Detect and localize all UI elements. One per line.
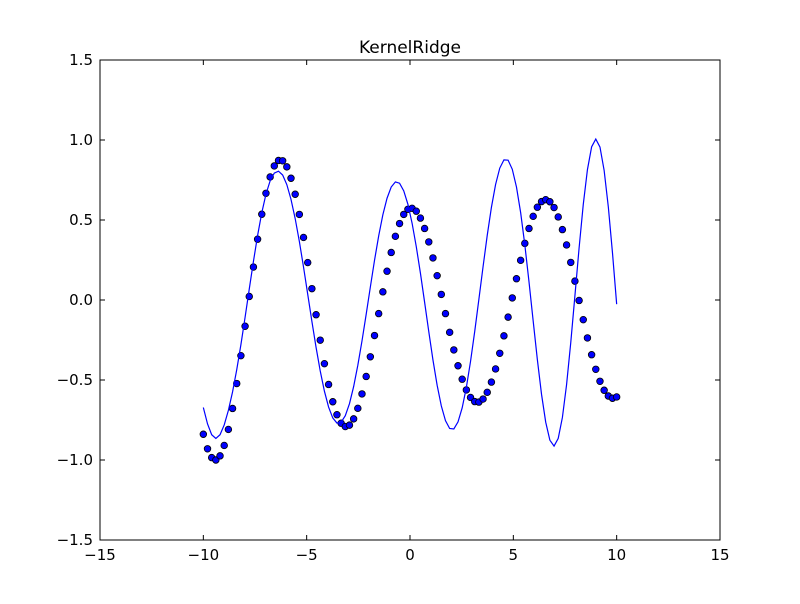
data-point [400, 210, 408, 219]
data-point [308, 284, 316, 293]
data-point [458, 375, 466, 383]
data-point [508, 294, 516, 302]
y-tick-label: −1.5 [57, 531, 93, 549]
data-point [558, 225, 567, 234]
data-point [550, 203, 558, 212]
data-point [554, 213, 562, 221]
data-point [579, 315, 587, 324]
data-point [412, 207, 420, 215]
data-point [600, 386, 608, 394]
data-point [379, 288, 387, 296]
data-point [291, 190, 299, 198]
y-tick-label: 1.0 [69, 131, 93, 149]
data-point [220, 441, 228, 450]
y-tick-label: −0.5 [57, 371, 93, 389]
data-point [233, 379, 241, 388]
data-point [270, 162, 278, 170]
x-tick-label: 5 [509, 546, 519, 564]
data-point [333, 411, 341, 419]
data-point [525, 224, 533, 233]
data-point [349, 415, 358, 423]
data-point [391, 232, 400, 241]
data-point [383, 267, 391, 275]
data-point [354, 404, 362, 413]
data-point [362, 372, 370, 381]
data-point [295, 210, 304, 219]
data-point [612, 393, 621, 401]
data-point [571, 277, 579, 285]
data-point [587, 351, 596, 359]
x-tick-label: −10 [188, 546, 220, 564]
data-point [533, 203, 542, 211]
x-tick-label: −15 [84, 546, 116, 564]
chart-title: KernelRidge [359, 38, 461, 58]
data-point [575, 296, 583, 305]
data-point [596, 377, 604, 385]
y-tick-label: 0.0 [69, 291, 93, 309]
data-point [454, 362, 462, 370]
data-point [504, 313, 512, 321]
data-point [374, 309, 383, 318]
data-point [345, 421, 354, 429]
x-tick-label: −5 [296, 546, 318, 564]
data-point [516, 256, 525, 265]
data-point [483, 388, 491, 397]
x-tick-label: 10 [607, 546, 626, 564]
data-point [299, 233, 308, 242]
data-point [592, 365, 600, 373]
data-point [224, 425, 233, 434]
data-point [420, 224, 429, 233]
data-point [500, 332, 508, 340]
data-point [479, 395, 487, 403]
data-point [216, 452, 224, 460]
data-point [529, 212, 537, 221]
data-point [496, 349, 504, 357]
data-point [366, 353, 375, 361]
data-point [512, 275, 521, 283]
data-point [278, 157, 287, 165]
y-tick-label: 0.5 [69, 211, 93, 229]
data-point [228, 404, 237, 413]
data-point [324, 380, 333, 389]
x-tick-label: 15 [710, 546, 729, 564]
x-tick-label: 0 [405, 546, 415, 564]
data-point [450, 346, 458, 354]
data-point [203, 445, 212, 453]
data-point [429, 254, 437, 262]
data-point [416, 214, 425, 222]
plot-area: −15 −10 −5 0 5 10 15 −1.5 −1.0 −0.5 0.0 0.5 1.0 1.5 [57, 51, 730, 564]
data-point [425, 238, 433, 246]
y-tick-label: 1.5 [69, 51, 93, 69]
data-point [358, 390, 366, 398]
data-point [245, 292, 253, 301]
data-point [567, 258, 575, 267]
data-point [312, 311, 320, 319]
data-point [491, 365, 500, 373]
data-point [283, 163, 291, 171]
data-point [199, 430, 208, 438]
data-point [395, 219, 404, 228]
data-point [583, 334, 592, 342]
data-point [445, 328, 454, 337]
data-point [546, 198, 554, 206]
data-point [316, 336, 324, 344]
data-point [437, 290, 446, 299]
data-point [441, 309, 450, 318]
data-point [562, 241, 571, 249]
data-point [387, 248, 395, 257]
data-point [433, 271, 441, 280]
data-point [304, 258, 312, 267]
data-point [287, 174, 295, 182]
data-point [370, 331, 379, 340]
data-point [320, 359, 329, 368]
data-point [487, 378, 496, 386]
data-point [329, 398, 337, 406]
y-tick-label: −1.0 [57, 451, 93, 469]
series-line [202, 137, 618, 448]
